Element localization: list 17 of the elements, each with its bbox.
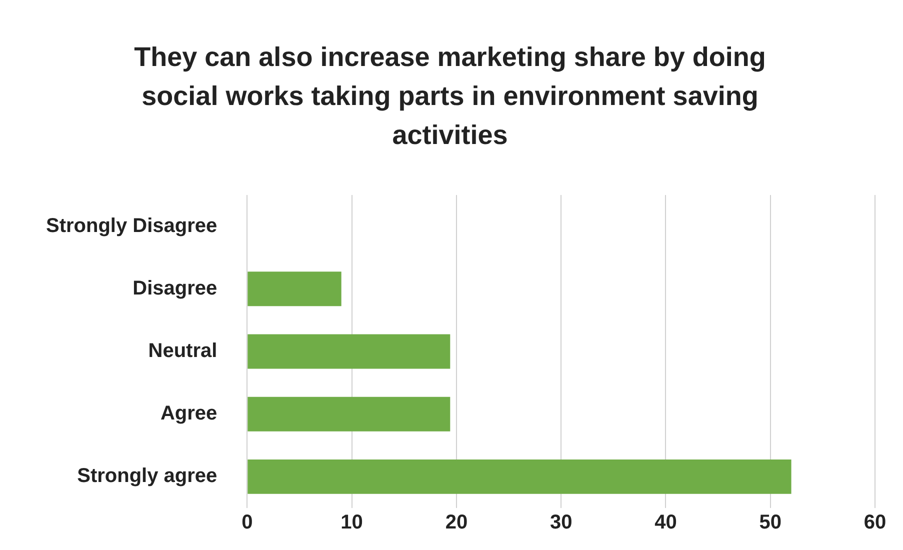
x-tick-label: 10	[340, 512, 363, 534]
chart-title: They can also increase marketing share by doing social works taking parts in environment saving activities	[133, 41, 767, 152]
x-tick-label: 30	[550, 512, 572, 534]
x-tick-label: 60	[864, 512, 886, 534]
x-tick-label: 0	[242, 512, 253, 534]
bar	[248, 334, 450, 369]
y-tick-label: Neutral	[148, 340, 218, 362]
y-tick-label: Disagree	[132, 277, 218, 300]
bar	[248, 459, 792, 494]
x-tick-label: 50	[759, 512, 782, 534]
y-tick-label: Agree	[160, 402, 218, 425]
x-tick-label: 40	[654, 512, 677, 534]
bar	[248, 272, 342, 306]
x-tick-label: 20	[445, 512, 468, 534]
bar	[248, 396, 450, 432]
y-tick-label: Strongly Disagree	[46, 214, 218, 237]
y-tick-label: Strongly agree	[77, 465, 218, 488]
